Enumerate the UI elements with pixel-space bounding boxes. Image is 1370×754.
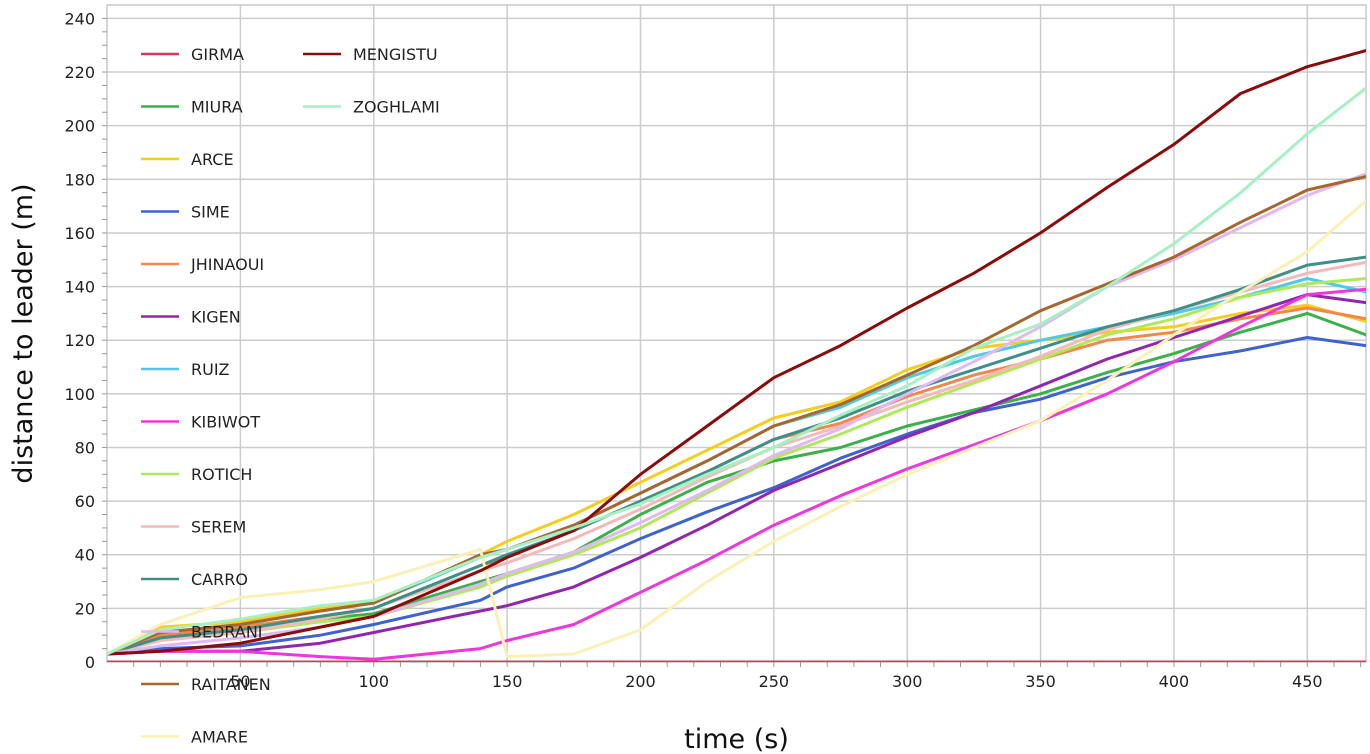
series-line-raitanen — [107, 175, 1366, 656]
x-tick-label: 450 — [1292, 672, 1323, 691]
legend-label-ruiz: RUIZ — [191, 360, 230, 379]
legend-label-kibiwot: KIBIWOT — [191, 413, 260, 432]
x-tick-label: 50 — [230, 672, 250, 691]
series-line-carro — [107, 255, 1366, 656]
legend-label-mengistu: MENGISTU — [353, 45, 438, 64]
y-tick-label: 200 — [64, 117, 95, 136]
x-tick-label: 350 — [1025, 672, 1056, 691]
series-group — [107, 49, 1366, 662]
legend-label-girma: GIRMA — [191, 45, 244, 64]
legend-label-miura: MIURA — [191, 98, 243, 117]
legend-label-rotich: ROTICH — [191, 465, 252, 484]
y-tick-label: 60 — [75, 492, 95, 511]
series-line-mengistu — [107, 49, 1366, 656]
x-tick-label: 200 — [625, 672, 656, 691]
y-tick-label: 40 — [75, 546, 95, 565]
x-tick-label: 300 — [892, 672, 923, 691]
legend-label-carro: CARRO — [191, 570, 248, 589]
x-tick-label: 250 — [759, 672, 790, 691]
legend-label-bedrani: BEDRANI — [191, 623, 263, 642]
x-tick-label: 400 — [1159, 672, 1190, 691]
y-tick-label: 80 — [75, 438, 95, 457]
legend-label-amare: AMARE — [191, 728, 248, 747]
y-tick-label: 20 — [75, 599, 95, 618]
legend-label-raitanen: RAITANEN — [191, 675, 271, 694]
series-line-arce — [107, 303, 1366, 656]
series-line-zoghlami — [107, 86, 1366, 656]
x-axis-title: time (s) — [684, 724, 789, 754]
legend-label-zoghlami: ZOGHLAMI — [353, 98, 440, 117]
series-line-sime — [107, 336, 1366, 656]
y-tick-label: 220 — [64, 63, 95, 82]
series-line-kibiwot — [107, 287, 1366, 661]
x-tick-label: 150 — [492, 672, 523, 691]
legend-label-serem: SEREM — [191, 518, 246, 537]
y-tick-label: 160 — [64, 224, 95, 243]
y-axis-title: distance to leader (m) — [8, 183, 39, 483]
series-line-rotich — [107, 277, 1366, 656]
y-tick-label: 140 — [64, 278, 95, 297]
series-line-amare — [107, 199, 1366, 659]
y-tick-label: 180 — [64, 170, 95, 189]
y-tick-label: 0 — [85, 653, 95, 672]
legend-label-sime: SIME — [191, 203, 230, 222]
legend-label-arce: ARCE — [191, 150, 234, 169]
y-tick-label: 120 — [64, 331, 95, 350]
y-tick-label: 240 — [64, 9, 95, 28]
legend-label-kigen: KIGEN — [191, 308, 241, 327]
y-tick-label: 100 — [64, 385, 95, 404]
legend-label-jhinaoui: JHINAOUI — [190, 255, 264, 274]
x-tick-label: 100 — [358, 672, 389, 691]
